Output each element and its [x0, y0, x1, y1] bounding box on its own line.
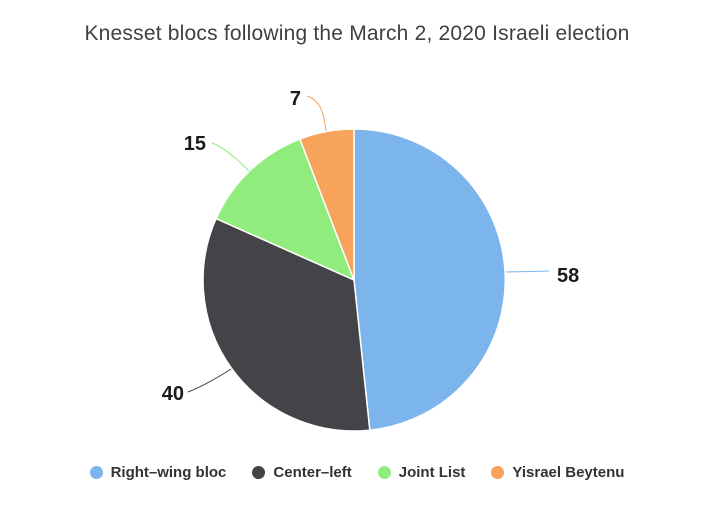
legend-marker-joint-list — [377, 466, 391, 479]
pie-slice-yisrael-beytenu[interactable] — [299, 128, 355, 281]
data-label-right-wing-bloc: 58 — [557, 265, 579, 287]
data-label-joint-list: 15 — [184, 133, 206, 155]
data-label-connector-center-left — [187, 368, 232, 393]
pie-slice-center-left[interactable] — [202, 217, 371, 432]
chart-title: Knesset blocs following the March 2, 202… — [84, 22, 630, 45]
data-label-yisrael-beytenu: 7 — [290, 88, 301, 110]
data-label-connector-joint-list — [211, 142, 250, 172]
legend-marker-yisrael-beytenu — [491, 466, 505, 479]
data-label-connector-right-wing-bloc — [505, 270, 550, 273]
legend-label-joint-list: Joint List — [398, 464, 466, 481]
legend: Right–wing bloc Center–left Joint List Yisr… — [0, 464, 714, 481]
pie-slice-joint-list[interactable] — [215, 138, 355, 281]
legend-item-joint-list[interactable]: Joint List — [377, 464, 466, 481]
legend-item-center-left[interactable]: Center–left — [252, 464, 352, 481]
data-label-center-left: 40 — [162, 383, 184, 405]
legend-label-right-wing-bloc: Right–wing bloc — [110, 464, 227, 481]
data-label-connector-yisrael-beytenu — [306, 95, 327, 132]
pie-slice-right-wing-bloc[interactable] — [353, 128, 507, 431]
legend-item-right-wing-bloc[interactable]: Right–wing bloc — [89, 464, 227, 481]
legend-item-yisrael-beytenu[interactable]: Yisrael Beytenu — [491, 464, 624, 481]
legend-marker-center-left — [252, 466, 266, 479]
legend-label-yisrael-beytenu: Yisrael Beytenu — [512, 464, 625, 481]
legend-label-center-left: Center–left — [273, 464, 352, 481]
legend-marker-right-wing-bloc — [89, 466, 103, 479]
